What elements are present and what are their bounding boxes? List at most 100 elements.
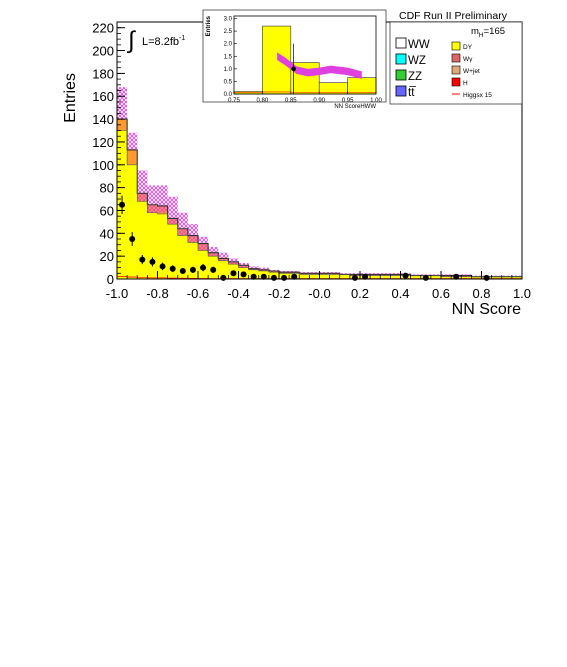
- data-point: [362, 273, 369, 280]
- inset-signal-band: [277, 52, 362, 79]
- inset-data-point: [291, 66, 296, 72]
- stacked-histogram: [117, 87, 522, 279]
- x-tick-label: -0.0: [308, 286, 330, 301]
- data-point: [129, 236, 136, 243]
- legend-label: ZZ: [408, 71, 422, 83]
- integral-sign: ∫: [126, 27, 136, 54]
- inset-x-tick-label: 0.75: [228, 98, 240, 104]
- inset-x-axis-label: NN ScoreHWW: [334, 104, 376, 110]
- data-point: [230, 270, 237, 277]
- data-point: [179, 268, 186, 275]
- inset-bar: [347, 77, 377, 95]
- x-tick-label: -0.2: [268, 286, 290, 301]
- data-point: [119, 201, 126, 208]
- x-tick-label: -0.4: [227, 286, 249, 301]
- data-point: [270, 274, 277, 281]
- inset-x-tick-label: 0.95: [342, 98, 354, 104]
- inset-y-tick-label: 3.0: [224, 17, 233, 23]
- inset-data-points: [291, 43, 296, 94]
- data-point: [169, 265, 176, 272]
- experiment-title: CDF Run II Preliminary: [399, 10, 508, 22]
- y-axis-label: Entries: [62, 73, 79, 123]
- data-points: [119, 195, 490, 281]
- x-tick-label: -0.6: [187, 286, 209, 301]
- y-tick-label: 20: [100, 249, 114, 264]
- data-point: [210, 266, 217, 273]
- data-point: [291, 273, 298, 280]
- data-point: [250, 273, 257, 280]
- legend-swatch: [451, 65, 461, 75]
- legend-label: DY: [463, 44, 473, 51]
- inset-x-tick-label: 0.80: [257, 98, 269, 104]
- data-point: [453, 273, 460, 280]
- inset-y-tick-label: 2.5: [224, 29, 233, 35]
- legend-swatch: [395, 53, 407, 65]
- data-point: [139, 256, 146, 263]
- inset-x-tick-label: 0.85: [285, 98, 297, 104]
- inset-y-tick-label: 2.0: [224, 42, 233, 48]
- legend-label: Higgsx 15: [463, 92, 492, 99]
- x-axis-label: NN Score: [452, 301, 521, 318]
- inset-x-tick-label: 1.00: [370, 98, 382, 104]
- legend-label: W+jet: [463, 68, 480, 75]
- dy-outline: [117, 130, 522, 278]
- legend-swatch: [451, 77, 461, 87]
- legend-box: [389, 21, 523, 105]
- data-point: [189, 266, 196, 273]
- y-tick-label: 100: [92, 158, 114, 173]
- inset-y-axis-label: Entries: [206, 15, 212, 36]
- legend-swatch: [395, 85, 407, 97]
- data-point: [483, 274, 490, 281]
- inset-plot-frame: [233, 15, 377, 95]
- x-tick-label: -1.0: [106, 286, 128, 301]
- legend-label: H: [463, 80, 468, 87]
- inset-chart: 0.75 0.80 0.85 0.90 0.95 1.00 0.0 0.5 1.0 1.5 2.0 2…: [202, 9, 387, 110]
- legend-swatch: [451, 41, 461, 51]
- dy-fill: [117, 130, 522, 279]
- data-point: [402, 272, 409, 279]
- data-point: [159, 263, 166, 270]
- x-tick-label: 0.2: [351, 286, 369, 301]
- y-tick-label: 80: [100, 181, 114, 196]
- y-tick-label: 200: [92, 44, 114, 59]
- y-tick-label: 140: [92, 112, 114, 127]
- legend-label: Wγ: [463, 56, 473, 63]
- legend-swatch: [395, 69, 407, 81]
- legend-swatch: [451, 53, 461, 63]
- inset-x-tick-label: 0.90: [313, 98, 325, 104]
- x-tick-label: 1.0: [513, 286, 531, 301]
- data-point: [149, 258, 156, 265]
- data-point: [351, 274, 358, 281]
- title-header: CDF Run II Preliminary: [388, 10, 522, 23]
- inset-y-tick-label: 0.5: [224, 79, 233, 85]
- data-point: [220, 274, 227, 281]
- y-tick-label: 40: [100, 226, 114, 241]
- y-tick-label: 60: [100, 203, 114, 218]
- y-tick-label: 0: [107, 272, 114, 287]
- higgs-mass-label: mH=165: [471, 26, 505, 39]
- inset-bar: [318, 82, 348, 95]
- inset-band-shape: [277, 52, 362, 79]
- main-chart: -1.0 -0.8 -0.6 -0.4 -0.2 -0.0 0.2 0.4 0.6 0.8 1.00…: [62, 21, 531, 318]
- y-tick-label: 120: [92, 135, 114, 150]
- x-tick-label: -0.8: [146, 286, 168, 301]
- y-tick-label: 220: [92, 21, 114, 36]
- legend-label: WW: [408, 39, 430, 51]
- y-tick-label: 180: [92, 66, 114, 81]
- x-tick-label: 0.4: [391, 286, 409, 301]
- inset-axes: 0.75 0.80 0.85 0.90 0.95 1.00 0.0 0.5 1.0 1.5 2.0 2…: [224, 17, 383, 104]
- data-point: [200, 264, 207, 271]
- y-tick-label: 160: [92, 89, 114, 104]
- inset-y-tick-label: 1.0: [224, 67, 233, 73]
- legend-column-left: WW WZ ZZ tt̅: [395, 37, 430, 99]
- data-point: [240, 271, 247, 278]
- inset-y-tick-label: 0.0: [224, 92, 233, 98]
- legend: mH=165 WW WZ ZZ tt̅ DY Wγ W+jet H Higgsx 15: [389, 21, 523, 105]
- x-tick-label: 0.8: [472, 286, 490, 301]
- legend-swatch: [395, 37, 407, 49]
- data-point: [281, 274, 288, 281]
- luminosity-label: L=8.2fb-1: [142, 35, 185, 48]
- legend-label: tt̅: [408, 87, 417, 99]
- axes: -1.0 -0.8 -0.6 -0.4 -0.2 -0.0 0.2 0.4 0.6 0.8 1.00…: [92, 21, 531, 301]
